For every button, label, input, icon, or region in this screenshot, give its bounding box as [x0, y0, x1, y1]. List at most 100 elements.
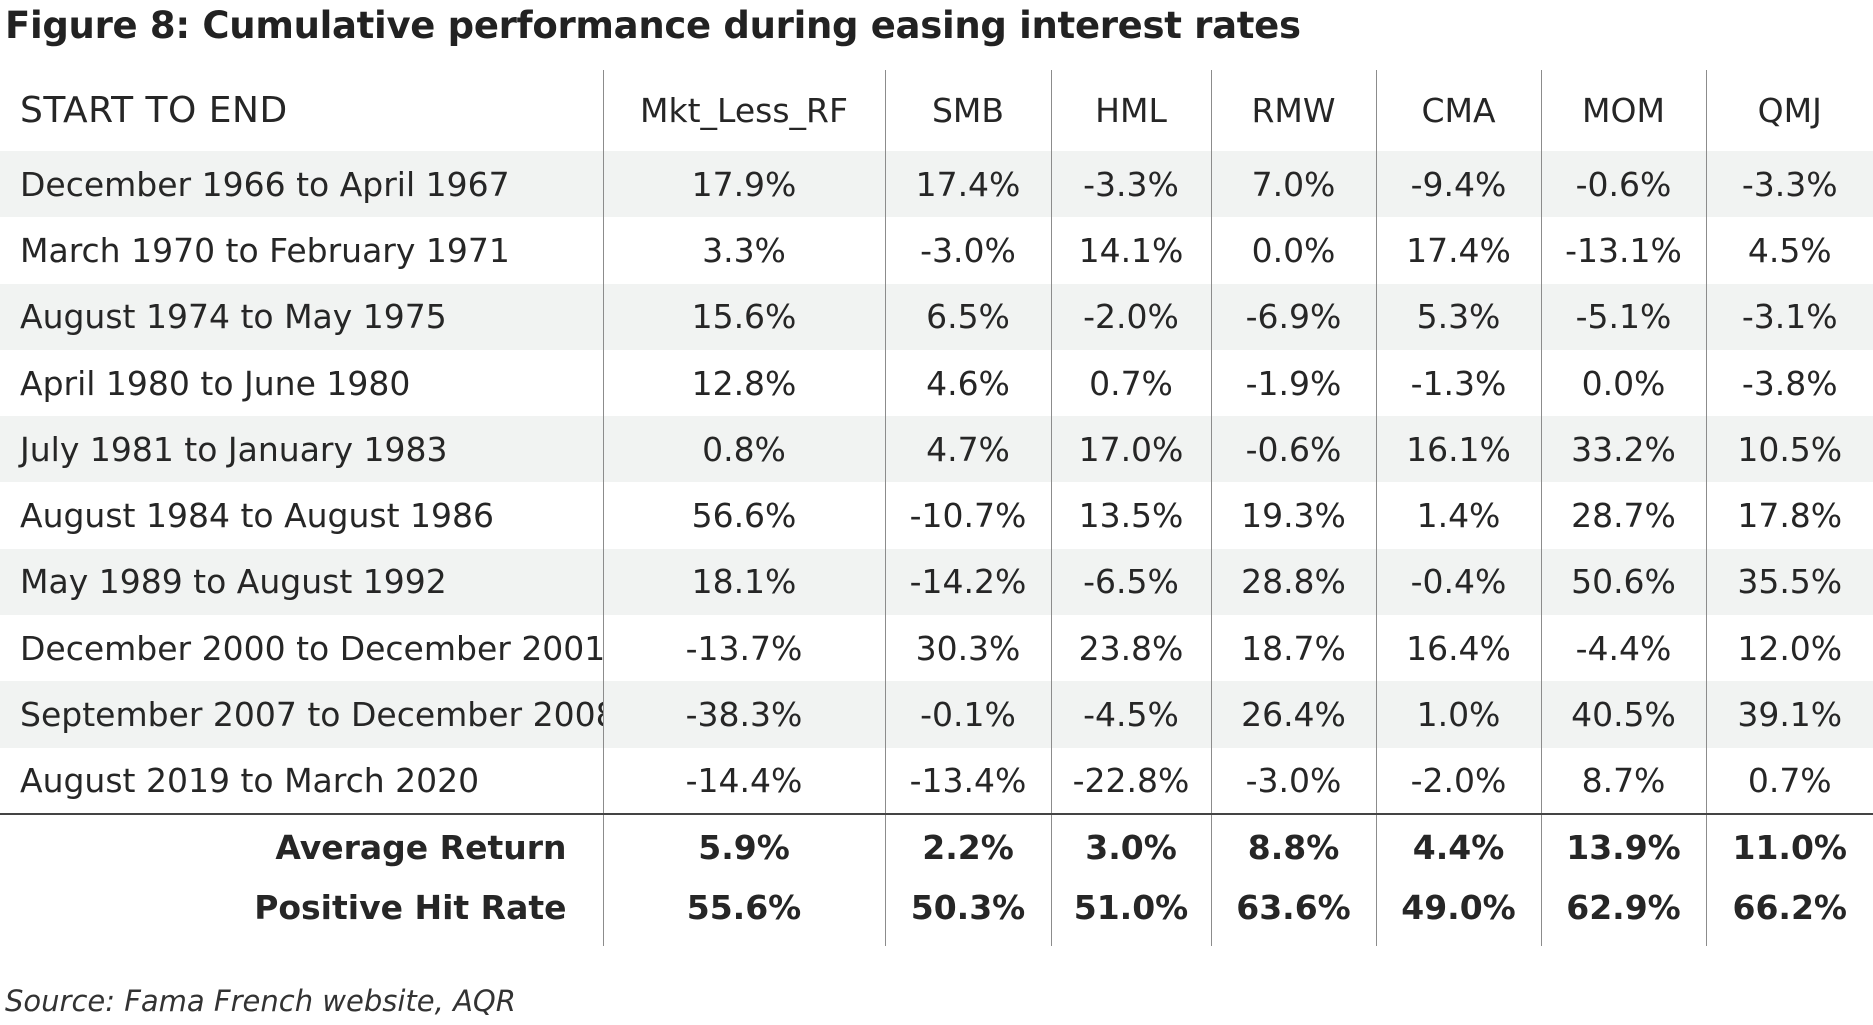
column-header-period: START TO END: [20, 90, 288, 131]
value-cell: -0.1%: [884, 681, 1051, 748]
period-cell: April 1980 to June 1980: [20, 363, 411, 403]
summary-label: Average Return: [0, 812, 603, 880]
table-body: December 1966 to April 1967 17.9% 17.4% -3.…: [0, 151, 1873, 814]
summary-value-cell: 13.9%: [1540, 812, 1706, 880]
value-cell: -3.3%: [1705, 151, 1873, 218]
value-cell: -3.3%: [1050, 151, 1211, 218]
column-header: CMA: [1375, 70, 1541, 151]
value-cell: -13.7%: [602, 615, 885, 682]
value-cell: 17.4%: [1375, 217, 1541, 284]
period-cell: August 2019 to March 2020: [20, 760, 480, 800]
value-cell: -4.4%: [1540, 615, 1706, 682]
table-row: August 1984 to August 1986 56.6% -10.7% 13.…: [0, 482, 1873, 549]
value-cell: 56.6%: [602, 482, 885, 549]
value-cell: 26.4%: [1210, 681, 1376, 748]
summary-value-cell: 49.0%: [1375, 879, 1541, 946]
value-cell: 5.3%: [1375, 283, 1541, 350]
value-cell: -4.5%: [1050, 681, 1211, 748]
summary-value-cell: 11.0%: [1705, 812, 1873, 880]
summary-value-cell: 63.6%: [1210, 879, 1376, 946]
value-cell: 13.5%: [1050, 482, 1211, 549]
column-header: RMW: [1210, 70, 1376, 151]
period-cell: May 1989 to August 1992: [20, 562, 447, 602]
value-cell: 19.3%: [1210, 482, 1376, 549]
value-cell: 17.9%: [602, 151, 885, 218]
value-cell: 4.7%: [884, 416, 1051, 483]
figure-title: Figure 8: Cumulative performance during …: [5, 4, 1301, 47]
value-cell: 4.6%: [884, 349, 1051, 417]
value-cell: 28.8%: [1210, 548, 1376, 616]
source-note: Source: Fama French website, AQR: [5, 984, 516, 1018]
value-cell: -13.4%: [884, 747, 1051, 814]
summary-row: Average Return 5.9% 2.2% 3.0% 8.8% 4.4% 13.9% 1…: [0, 812, 1873, 880]
summary-value-cell: 66.2%: [1705, 879, 1873, 946]
period-cell: March 1970 to February 1971: [20, 230, 510, 270]
summary-label: Positive Hit Rate: [254, 888, 567, 928]
table-row: December 1966 to April 1967 17.9% 17.4% -3.…: [0, 151, 1873, 218]
column-header: HML: [1050, 70, 1211, 151]
table-row: July 1981 to January 1983 0.8% 4.7% 17.0% -0…: [0, 416, 1873, 483]
value-cell: -3.8%: [1705, 349, 1873, 417]
value-cell: -0.6%: [1210, 416, 1376, 483]
table-row: September 2007 to December 2008 -38.3% -0.…: [0, 681, 1873, 748]
value-cell: 4.5%: [1705, 217, 1873, 284]
value-cell: 18.1%: [602, 548, 885, 616]
value-cell: -3.0%: [884, 217, 1051, 284]
value-cell: 7.0%: [1210, 151, 1376, 218]
value-cell: -5.1%: [1540, 283, 1706, 350]
column-header: QMJ: [1705, 70, 1873, 151]
value-cell: -0.4%: [1375, 548, 1541, 616]
value-cell: 14.1%: [1050, 217, 1211, 284]
value-cell: 1.4%: [1375, 482, 1541, 549]
value-cell: -6.9%: [1210, 283, 1376, 350]
value-cell: 1.0%: [1375, 681, 1541, 748]
table-row: March 1970 to February 1971 3.3% -3.0% 14.1…: [0, 217, 1873, 284]
period-cell: September 2007 to December 2008: [20, 695, 603, 735]
value-cell: 0.0%: [1210, 217, 1376, 284]
column-header: SMB: [884, 70, 1051, 151]
value-cell: 10.5%: [1705, 416, 1873, 483]
summary-value-cell: 2.2%: [884, 812, 1051, 880]
period-cell: August 1984 to August 1986: [20, 496, 495, 536]
value-cell: -1.9%: [1210, 349, 1376, 417]
table-summary: Average Return 5.9% 2.2% 3.0% 8.8% 4.4% 13.9% 1…: [0, 812, 1873, 946]
value-cell: -3.1%: [1705, 283, 1873, 350]
value-cell: -1.3%: [1375, 349, 1541, 417]
period-cell: December 1966 to April 1967: [20, 164, 510, 204]
value-cell: -9.4%: [1375, 151, 1541, 218]
summary-value-cell: 3.0%: [1050, 812, 1211, 880]
summary-value-cell: 8.8%: [1210, 812, 1376, 880]
value-cell: 18.7%: [1210, 615, 1376, 682]
summary-value-cell: 55.6%: [602, 879, 885, 946]
value-cell: -14.2%: [884, 548, 1051, 616]
value-cell: 0.7%: [1705, 747, 1873, 814]
value-cell: 16.4%: [1375, 615, 1541, 682]
value-cell: 6.5%: [884, 283, 1051, 350]
header-row: START TO END Mkt_Less_RF SMB HML RMW CMA MOM QM…: [0, 70, 1873, 151]
column-header: MOM: [1540, 70, 1706, 151]
table-row: August 2019 to March 2020 -14.4% -13.4% -22…: [0, 747, 1873, 814]
value-cell: 40.5%: [1540, 681, 1706, 748]
value-cell: 33.2%: [1540, 416, 1706, 483]
table-row: August 1974 to May 1975 15.6% 6.5% -2.0% -6.…: [0, 283, 1873, 350]
value-cell: 17.8%: [1705, 482, 1873, 549]
table-row: April 1980 to June 1980 12.8% 4.6% 0.7% -1.9…: [0, 349, 1873, 417]
value-cell: 12.0%: [1705, 615, 1873, 682]
value-cell: 17.0%: [1050, 416, 1211, 483]
value-cell: -0.6%: [1540, 151, 1706, 218]
value-cell: 28.7%: [1540, 482, 1706, 549]
value-cell: 50.6%: [1540, 548, 1706, 616]
summary-value-cell: 50.3%: [884, 879, 1051, 946]
summary-value-cell: 62.9%: [1540, 879, 1706, 946]
summary-value-cell: 51.0%: [1050, 879, 1211, 946]
period-cell: December 2000 to December 2001: [20, 628, 603, 668]
value-cell: -13.1%: [1540, 217, 1706, 284]
value-cell: 0.8%: [602, 416, 885, 483]
value-cell: -3.0%: [1210, 747, 1376, 814]
value-cell: 35.5%: [1705, 548, 1873, 616]
value-cell: 30.3%: [884, 615, 1051, 682]
summary-value-cell: 4.4%: [1375, 812, 1541, 880]
column-header: Mkt_Less_RF: [602, 70, 885, 151]
value-cell: 12.8%: [602, 349, 885, 417]
table-row: May 1989 to August 1992 18.1% -14.2% -6.5% 2…: [0, 548, 1873, 616]
